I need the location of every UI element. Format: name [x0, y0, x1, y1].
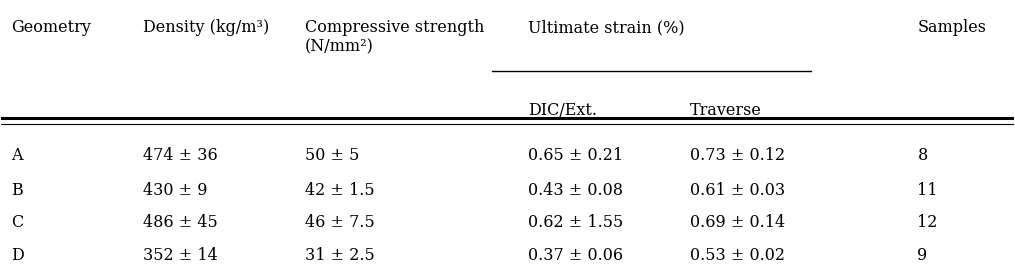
Text: 0.61 ± 0.03: 0.61 ± 0.03 [690, 182, 785, 199]
Text: Geometry: Geometry [11, 19, 91, 36]
Text: Compressive strength
(N/mm²): Compressive strength (N/mm²) [306, 19, 484, 56]
Text: 31 ± 2.5: 31 ± 2.5 [306, 247, 375, 264]
Text: 8: 8 [918, 147, 928, 164]
Text: 42 ± 1.5: 42 ± 1.5 [306, 182, 375, 199]
Text: 46 ± 7.5: 46 ± 7.5 [306, 214, 375, 231]
Text: 352 ± 14: 352 ± 14 [143, 247, 218, 264]
Text: Ultimate strain (%): Ultimate strain (%) [528, 19, 684, 36]
Text: 0.73 ± 0.12: 0.73 ± 0.12 [690, 147, 785, 164]
Text: 0.62 ± 1.55: 0.62 ± 1.55 [528, 214, 623, 231]
Text: Traverse: Traverse [690, 102, 761, 119]
Text: 0.37 ± 0.06: 0.37 ± 0.06 [528, 247, 623, 264]
Text: 50 ± 5: 50 ± 5 [306, 147, 359, 164]
Text: 474 ± 36: 474 ± 36 [143, 147, 218, 164]
Text: Density (kg/m³): Density (kg/m³) [143, 19, 269, 36]
Text: C: C [11, 214, 23, 231]
Text: 0.65 ± 0.21: 0.65 ± 0.21 [528, 147, 623, 164]
Text: B: B [11, 182, 23, 199]
Text: D: D [11, 247, 24, 264]
Text: 9: 9 [918, 247, 928, 264]
Text: 11: 11 [918, 182, 938, 199]
Text: 430 ± 9: 430 ± 9 [143, 182, 208, 199]
Text: DIC/Ext.: DIC/Ext. [528, 102, 597, 119]
Text: 0.53 ± 0.02: 0.53 ± 0.02 [690, 247, 785, 264]
Text: Samples: Samples [918, 19, 987, 36]
Text: 12: 12 [918, 214, 938, 231]
Text: 0.69 ± 0.14: 0.69 ± 0.14 [690, 214, 785, 231]
Text: 486 ± 45: 486 ± 45 [143, 214, 218, 231]
Text: 0.43 ± 0.08: 0.43 ± 0.08 [528, 182, 623, 199]
Text: A: A [11, 147, 23, 164]
